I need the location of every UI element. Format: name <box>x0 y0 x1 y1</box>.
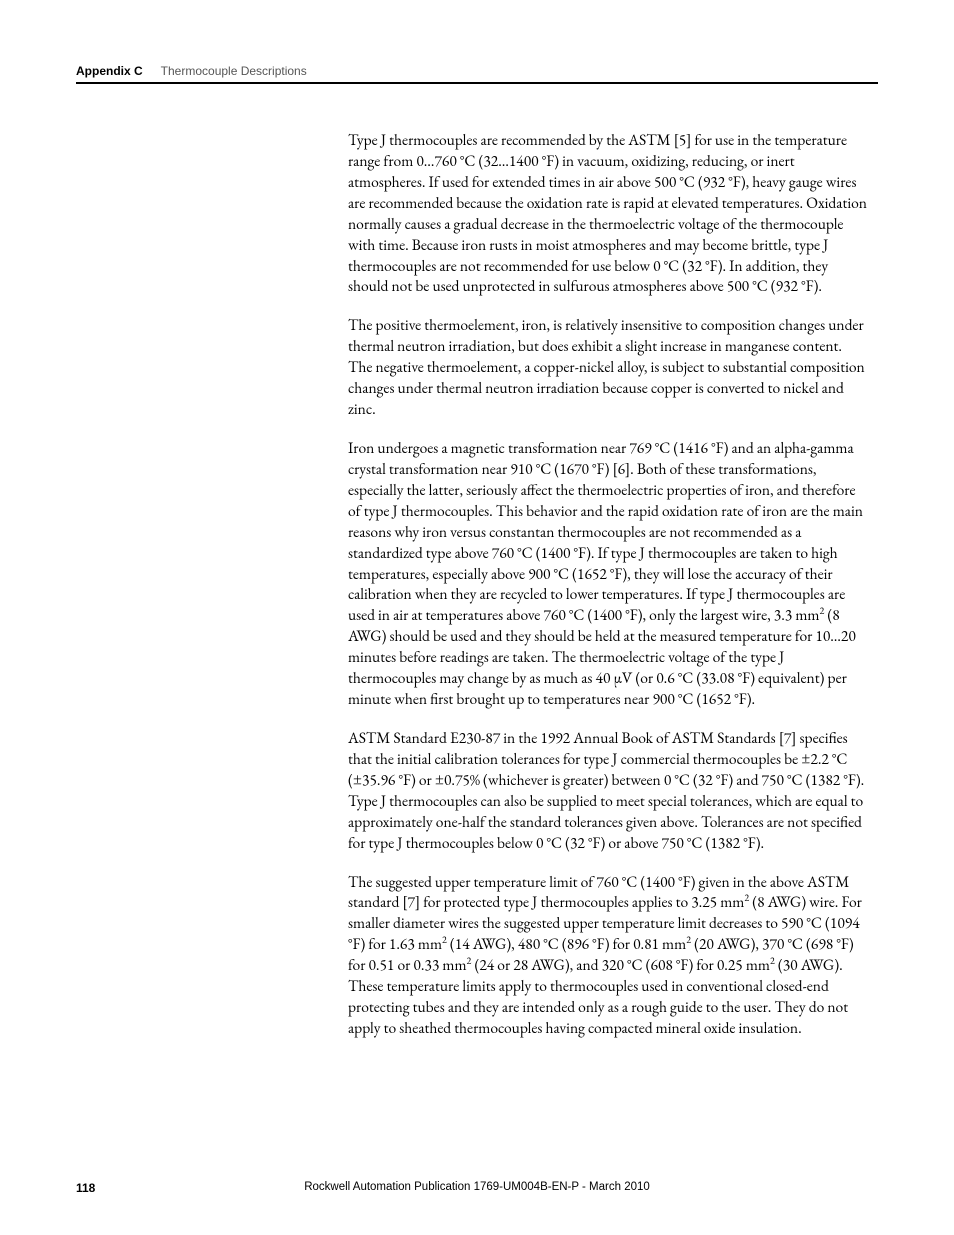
paragraph-5-c: (14 AWG), 480 °C (896 °F) for 0.81 mm <box>447 933 686 954</box>
body-content: Type J thermocouples are recommended by … <box>348 130 868 1039</box>
appendix-label: Appendix C <box>76 64 143 78</box>
page-header: Appendix C Thermocouple Descriptions <box>76 64 878 78</box>
paragraph-5-e: (24 or 28 AWG), and 320 °C (608 °F) for … <box>471 954 770 975</box>
paragraph-4: ASTM Standard E230-87 in the 1992 Annual… <box>348 728 868 854</box>
paragraph-3: Iron undergoes a magnetic transformation… <box>348 438 868 710</box>
header-rule <box>76 82 878 84</box>
paragraph-1: Type J thermocouples are recommended by … <box>348 130 868 297</box>
paragraph-3-a: Iron undergoes a magnetic transformation… <box>348 437 863 625</box>
page-footer: 118 Rockwell Automation Publication 1769… <box>76 1181 878 1195</box>
document-page: Appendix C Thermocouple Descriptions Typ… <box>0 0 954 1235</box>
page-number: 118 <box>76 1181 95 1195</box>
publication-info: Rockwell Automation Publication 1769-UM0… <box>304 1181 650 1193</box>
appendix-title: Thermocouple Descriptions <box>161 64 307 78</box>
paragraph-2: The positive thermoelement, iron, is rel… <box>348 315 868 420</box>
paragraph-5: The suggested upper temperature limit of… <box>348 872 868 1039</box>
